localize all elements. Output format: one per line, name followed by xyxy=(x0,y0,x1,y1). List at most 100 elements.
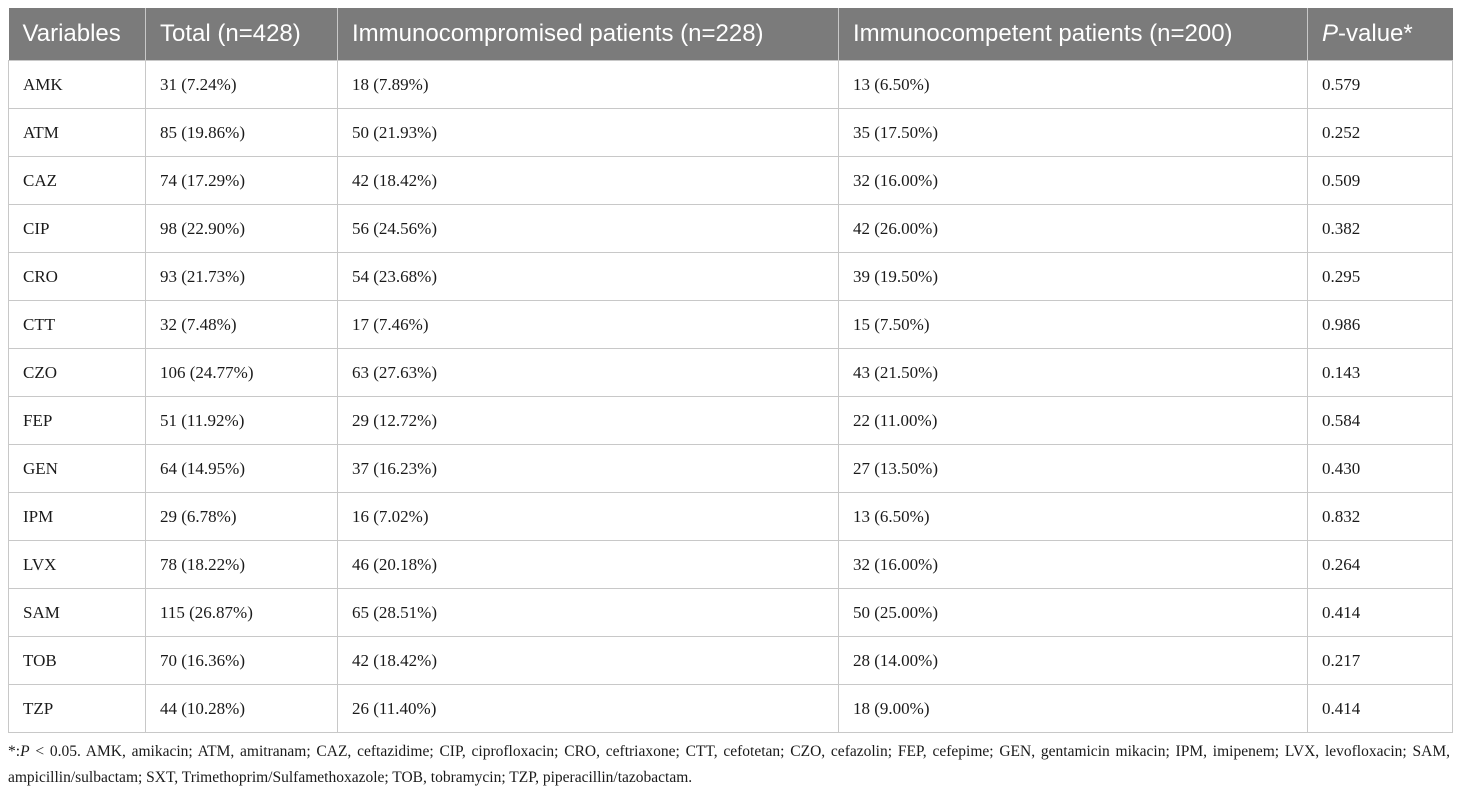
cell-total: 70 (16.36%) xyxy=(145,636,338,685)
table-row: ATM 85 (19.86%) 50 (21.93%) 35 (17.50%) 0.25… xyxy=(8,108,1453,157)
header-variables-label: Variables xyxy=(22,20,121,47)
cell-p-value: 0.414 xyxy=(1307,588,1453,637)
cell-p-value: 0.143 xyxy=(1307,348,1453,397)
cell-immunocompromised: 63 (27.63%) xyxy=(337,348,839,397)
header-p-value-label: P xyxy=(1322,20,1339,47)
table-row: LVX 78 (18.22%) 46 (20.18%) 32 (16.00%) 0.26… xyxy=(8,540,1453,589)
cell-variable: TOB xyxy=(8,636,146,685)
cell-immunocompetent: 32 (16.00%) xyxy=(838,540,1308,589)
table-row: CIP 98 (22.90%) 56 (24.56%) 42 (26.00%) 0.38… xyxy=(8,204,1453,253)
header-immunocompetent: Immunocompetent patients (n=200) xyxy=(838,8,1308,61)
table-row: CRO 93 (21.73%) 54 (23.68%) 39 (19.50%) 0.29… xyxy=(8,252,1453,301)
cell-variable: CZO xyxy=(8,348,146,397)
cell-immunocompetent: 15 (7.50%) xyxy=(838,300,1308,349)
cell-immunocompetent: 39 (19.50%) xyxy=(838,252,1308,301)
cell-variable: CIP xyxy=(8,204,146,253)
cell-variable: AMK xyxy=(8,60,146,109)
cell-variable: IPM xyxy=(8,492,146,541)
table-row: IPM 29 (6.78%) 16 (7.02%) 13 (6.50%) 0.832 xyxy=(8,492,1453,541)
cell-variable: CRO xyxy=(8,252,146,301)
cell-immunocompromised: 50 (21.93%) xyxy=(337,108,839,157)
footnote-prefix: *: xyxy=(8,743,21,760)
cell-immunocompromised: 37 (16.23%) xyxy=(337,444,839,493)
header-variables: Variables xyxy=(8,8,146,61)
table-row: SAM 115 (26.87%) 65 (28.51%) 50 (25.00%) 0.4… xyxy=(8,588,1453,637)
cell-total: 51 (11.92%) xyxy=(145,396,338,445)
header-total: Total (n=428) xyxy=(145,8,338,61)
cell-variable: CTT xyxy=(8,300,146,349)
table-container: Variables Total (n=428) Immunocompromised … xyxy=(8,8,1453,791)
cell-total: 98 (22.90%) xyxy=(145,204,338,253)
cell-immunocompetent: 13 (6.50%) xyxy=(838,60,1308,109)
cell-p-value: 0.264 xyxy=(1307,540,1453,589)
cell-immunocompetent: 13 (6.50%) xyxy=(838,492,1308,541)
cell-total: 32 (7.48%) xyxy=(145,300,338,349)
cell-variable: LVX xyxy=(8,540,146,589)
table-footnote: *:P < 0.05. AMK, amikacin; ATM, amitrana… xyxy=(8,739,1452,791)
cell-immunocompromised: 42 (18.42%) xyxy=(337,636,839,685)
table-body: AMK 31 (7.24%) 18 (7.89%) 13 (6.50%) 0.579 AT… xyxy=(8,60,1453,733)
cell-p-value: 0.584 xyxy=(1307,396,1453,445)
cell-immunocompetent: 35 (17.50%) xyxy=(838,108,1308,157)
data-table: Variables Total (n=428) Immunocompromised … xyxy=(8,8,1453,733)
table-row: CAZ 74 (17.29%) 42 (18.42%) 32 (16.00%) 0.50… xyxy=(8,156,1453,205)
cell-p-value: 0.832 xyxy=(1307,492,1453,541)
cell-variable: FEP xyxy=(8,396,146,445)
cell-immunocompromised: 65 (28.51%) xyxy=(337,588,839,637)
cell-total: 74 (17.29%) xyxy=(145,156,338,205)
cell-variable: ATM xyxy=(8,108,146,157)
table-row: AMK 31 (7.24%) 18 (7.89%) 13 (6.50%) 0.579 xyxy=(8,60,1453,109)
table-row: CTT 32 (7.48%) 17 (7.46%) 15 (7.50%) 0.986 xyxy=(8,300,1453,349)
cell-immunocompromised: 17 (7.46%) xyxy=(337,300,839,349)
cell-p-value: 0.295 xyxy=(1307,252,1453,301)
table-row: TOB 70 (16.36%) 42 (18.42%) 28 (14.00%) 0.21… xyxy=(8,636,1453,685)
table-row: GEN 64 (14.95%) 37 (16.23%) 27 (13.50%) 0.43… xyxy=(8,444,1453,493)
cell-immunocompetent: 28 (14.00%) xyxy=(838,636,1308,685)
cell-variable: TZP xyxy=(8,684,146,733)
cell-variable: GEN xyxy=(8,444,146,493)
cell-total: 85 (19.86%) xyxy=(145,108,338,157)
cell-total: 29 (6.78%) xyxy=(145,492,338,541)
cell-immunocompromised: 18 (7.89%) xyxy=(337,60,839,109)
footnote-text: < 0.05. AMK, amikacin; ATM, amitranam; C… xyxy=(8,743,1450,786)
cell-immunocompetent: 50 (25.00%) xyxy=(838,588,1308,637)
cell-immunocompromised: 46 (20.18%) xyxy=(337,540,839,589)
cell-immunocompromised: 56 (24.56%) xyxy=(337,204,839,253)
cell-total: 78 (18.22%) xyxy=(145,540,338,589)
table-row: TZP 44 (10.28%) 26 (11.40%) 18 (9.00%) 0.414 xyxy=(8,684,1453,733)
cell-total: 115 (26.87%) xyxy=(145,588,338,637)
table-row: FEP 51 (11.92%) 29 (12.72%) 22 (11.00%) 0.58… xyxy=(8,396,1453,445)
cell-p-value: 0.252 xyxy=(1307,108,1453,157)
cell-immunocompetent: 32 (16.00%) xyxy=(838,156,1308,205)
cell-p-value: 0.414 xyxy=(1307,684,1453,733)
table-row: CZO 106 (24.77%) 63 (27.63%) 43 (21.50%) 0.1… xyxy=(8,348,1453,397)
cell-immunocompromised: 54 (23.68%) xyxy=(337,252,839,301)
header-immunocompromised-label: Immunocompromised patients (n=228) xyxy=(352,20,764,47)
cell-p-value: 0.986 xyxy=(1307,300,1453,349)
cell-total: 44 (10.28%) xyxy=(145,684,338,733)
cell-variable: CAZ xyxy=(8,156,146,205)
header-immunocompetent-label: Immunocompetent patients (n=200) xyxy=(853,20,1233,47)
cell-immunocompetent: 42 (26.00%) xyxy=(838,204,1308,253)
table-header: Variables Total (n=428) Immunocompromised … xyxy=(8,8,1453,61)
cell-total: 64 (14.95%) xyxy=(145,444,338,493)
cell-immunocompetent: 22 (11.00%) xyxy=(838,396,1308,445)
cell-p-value: 0.579 xyxy=(1307,60,1453,109)
header-p-value: P-value* xyxy=(1307,8,1453,61)
cell-p-value: 0.430 xyxy=(1307,444,1453,493)
cell-immunocompromised: 42 (18.42%) xyxy=(337,156,839,205)
cell-immunocompromised: 16 (7.02%) xyxy=(337,492,839,541)
cell-variable: SAM xyxy=(8,588,146,637)
cell-p-value: 0.382 xyxy=(1307,204,1453,253)
cell-immunocompetent: 27 (13.50%) xyxy=(838,444,1308,493)
cell-total: 93 (21.73%) xyxy=(145,252,338,301)
cell-p-value: 0.217 xyxy=(1307,636,1453,685)
footnote-p: P xyxy=(20,743,30,760)
cell-immunocompromised: 26 (11.40%) xyxy=(337,684,839,733)
header-total-label: Total (n=428) xyxy=(160,20,301,47)
cell-immunocompetent: 43 (21.50%) xyxy=(838,348,1308,397)
header-row: Variables Total (n=428) Immunocompromised … xyxy=(8,8,1453,61)
cell-total: 31 (7.24%) xyxy=(145,60,338,109)
cell-immunocompetent: 18 (9.00%) xyxy=(838,684,1308,733)
cell-immunocompromised: 29 (12.72%) xyxy=(337,396,839,445)
